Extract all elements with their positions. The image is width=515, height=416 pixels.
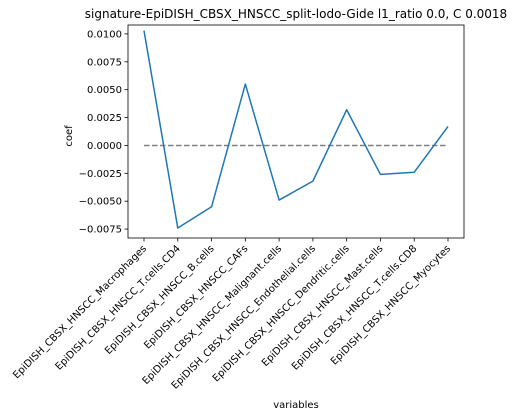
x-tick-label: EpiDISH_CBSX_HNSCC_T.cells.CD8	[290, 243, 419, 372]
y-tick-label: 0.0025	[87, 113, 122, 124]
y-tick-label: −0.0050	[79, 197, 122, 208]
plot-frame	[127, 24, 465, 239]
x-axis-label: variables	[273, 400, 319, 411]
series-line	[143, 30, 449, 229]
x-tick-label: EpiDISH_CBSX_HNSCC_Mast.cells	[260, 243, 386, 369]
x-tick-label: EpiDISH_CBSX_HNSCC_Macrophages	[11, 243, 149, 381]
y-tick-label: 0.0075	[87, 57, 122, 68]
x-tick-label: EpiDISH_CBSX_HNSCC_T.cells.CD4	[54, 243, 183, 372]
plot-area: −0.0075 −0.0050 −0.0025 0.0000 0.0025 0.0050 0…	[11, 24, 465, 392]
y-tick-label: −0.0025	[79, 169, 122, 180]
y-tick-label: 0.0100	[87, 29, 122, 40]
y-tick-label: 0.0050	[87, 85, 122, 96]
y-tick-label: 0.0000	[87, 141, 122, 152]
chart-title: signature-EpiDISH_CBSX_HNSCC_split-lodo-…	[85, 7, 507, 21]
y-axis-label: coef	[64, 125, 75, 147]
x-tick-label: EpiDISH_CBSX_HNSCC_Myocytes	[329, 243, 453, 367]
y-tick-label: −0.0075	[79, 225, 122, 236]
